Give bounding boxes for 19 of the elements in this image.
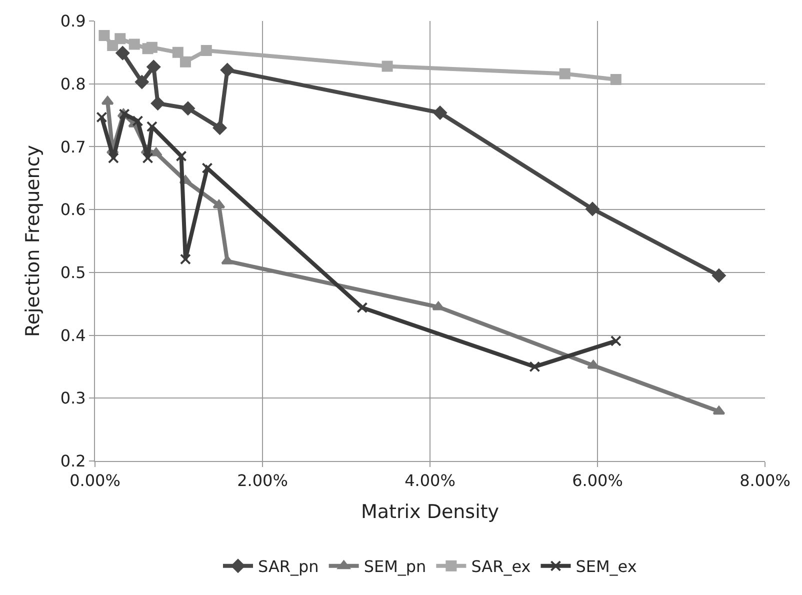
x-tick-label: 6.00%	[572, 471, 623, 490]
y-tick-label: 0.2	[60, 452, 86, 471]
y-tick-label: 0.9	[60, 12, 86, 31]
x-tick-label: 2.00%	[237, 471, 288, 490]
x-tick-label: 0.00%	[70, 471, 120, 490]
legend-label: SEM_ex	[576, 557, 637, 576]
x-axis-title: Matrix Density	[360, 501, 500, 523]
y-tick-label: 0.8	[60, 74, 86, 94]
y-tick-label: 0.6	[60, 200, 86, 220]
legend-label: SAR_ex	[471, 557, 531, 576]
y-axis-title: Rejection Frequency	[22, 144, 44, 338]
x-tick-label: 4.00%	[404, 471, 456, 490]
y-tick-label: 0.3	[60, 388, 86, 408]
y-tick-label: 0.5	[60, 263, 86, 282]
x-tick-label: 8.00%	[740, 471, 790, 490]
legend-label: SEM_pn	[364, 557, 426, 576]
y-tick-label: 0.4	[60, 326, 86, 345]
y-tick-label: 0.7	[60, 137, 86, 156]
legend-label: SAR_pn	[258, 557, 319, 576]
